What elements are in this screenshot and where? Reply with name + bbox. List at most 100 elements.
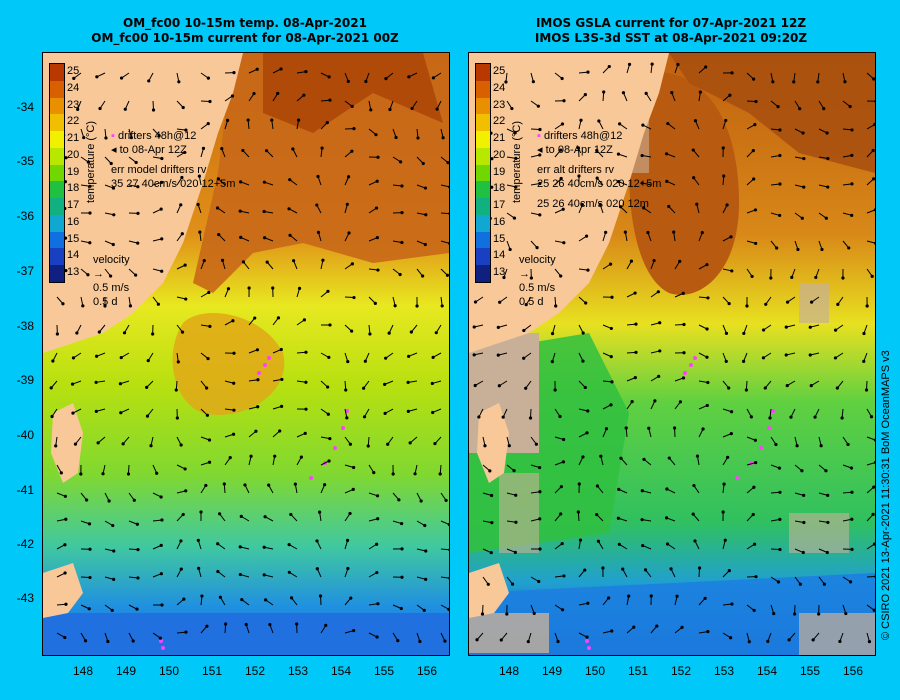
current-vector-head: [289, 596, 294, 600]
current-vector-head: [616, 152, 621, 156]
current-vector-head: [388, 107, 392, 112]
current-vector-head: [364, 79, 368, 84]
current-vector-head: [438, 472, 442, 476]
current-vector-head: [349, 596, 353, 600]
current-vector-head: [98, 106, 102, 111]
current-vector-head: [386, 442, 390, 446]
current-vector-head: [790, 275, 794, 280]
colorbar-swatch: [50, 265, 64, 282]
current-vector-head: [617, 180, 621, 184]
current-vector-head: [304, 380, 308, 384]
current-vector-head: [507, 444, 511, 448]
colorbar-swatch: [476, 231, 490, 249]
current-vector-head: [146, 359, 150, 363]
current-vector-head: [264, 149, 269, 153]
current-vector-head: [873, 122, 875, 127]
current-vector-head: [71, 356, 76, 360]
current-vector-head: [488, 469, 492, 473]
current-vector-head: [197, 174, 201, 178]
current-vector-head: [633, 291, 637, 295]
current-vector-head: [766, 639, 770, 644]
current-vector-head: [374, 133, 378, 137]
current-vector-head: [352, 465, 356, 470]
current-vector-head: [87, 522, 92, 526]
current-vector-head: [802, 493, 806, 497]
current-vector-head: [406, 409, 410, 414]
current-vector-head: [181, 105, 185, 110]
current-vector-head: [534, 442, 538, 446]
warm-eddy: [629, 71, 739, 295]
current-vector-head: [646, 230, 650, 235]
colorbar-tick-label: 21: [493, 132, 506, 145]
current-vector-head: [580, 203, 584, 207]
current-vector-head: [240, 597, 244, 602]
err-legend-1: err model drifters rv: [111, 164, 207, 176]
current-vector-head: [107, 499, 111, 503]
current-vector-head: [180, 175, 184, 180]
current-vector-head: [63, 635, 67, 640]
current-vector-head: [769, 276, 773, 280]
island: [51, 403, 83, 483]
current-vector-head: [577, 174, 581, 178]
current-vector-head: [431, 76, 436, 80]
current-vector-head: [723, 538, 727, 542]
current-vector-head: [725, 203, 729, 207]
current-vector-head: [352, 126, 356, 131]
current-vector-head: [352, 629, 356, 633]
current-vector-head: [326, 412, 330, 416]
tasmania-coast: [43, 563, 83, 618]
colorbar-tick-label: 24: [67, 81, 80, 94]
current-vector-head: [597, 119, 601, 123]
current-vector-head: [669, 567, 673, 571]
current-vector-head: [241, 148, 245, 153]
current-vector-head: [324, 623, 328, 627]
current-vector-head: [220, 146, 224, 151]
current-vector-head: [657, 374, 661, 378]
current-vector-head: [119, 355, 123, 360]
current-vector-head: [372, 471, 376, 475]
velocity-title: velocity: [93, 254, 130, 266]
current-vector-head: [604, 427, 609, 431]
current-vector-head: [87, 607, 91, 611]
current-vector-head: [218, 595, 222, 599]
current-vector-head: [870, 274, 874, 278]
current-vector-head: [160, 180, 164, 184]
lat-tick: -38: [16, 319, 34, 333]
velocity-scale-arrow-icon: →: [519, 268, 530, 280]
current-vector-head: [604, 230, 608, 235]
current-vector-head: [184, 489, 188, 493]
current-vector-head: [273, 454, 277, 458]
current-vector-head: [473, 383, 477, 388]
current-vector-head: [778, 213, 782, 218]
current-vector-head: [256, 378, 260, 382]
current-vector-head: [729, 235, 733, 239]
current-vector-head: [159, 207, 163, 211]
drifter-legend-b: to 08-Apr 12Z: [545, 144, 613, 156]
mainland: [469, 53, 669, 353]
current-vector-head: [88, 575, 92, 580]
current-vector-head: [346, 79, 350, 83]
current-vector-head: [726, 455, 730, 459]
current-vector-head: [472, 353, 476, 357]
current-vector-head: [559, 485, 563, 489]
current-vector-head: [262, 573, 266, 577]
current-vector-head: [149, 444, 153, 448]
current-vector-head: [205, 624, 209, 628]
current-vector-head: [802, 520, 806, 525]
current-vector-head: [431, 410, 435, 415]
current-vector-head: [499, 638, 503, 642]
current-vector-head: [658, 349, 662, 353]
current-vector-head: [504, 80, 508, 84]
current-vector-head: [280, 377, 284, 382]
current-vector-head: [350, 149, 354, 153]
current-vector-head: [328, 323, 332, 327]
current-vector-head: [409, 330, 413, 334]
current-vector-head: [232, 351, 236, 355]
current-vector-head: [85, 498, 89, 502]
colorbar-swatch: [50, 198, 64, 215]
current-vector-head: [299, 455, 303, 459]
current-vector-head: [701, 427, 705, 431]
current-vector-head: [537, 579, 541, 584]
current-vector-head: [244, 622, 248, 627]
current-vector-head: [288, 233, 292, 237]
